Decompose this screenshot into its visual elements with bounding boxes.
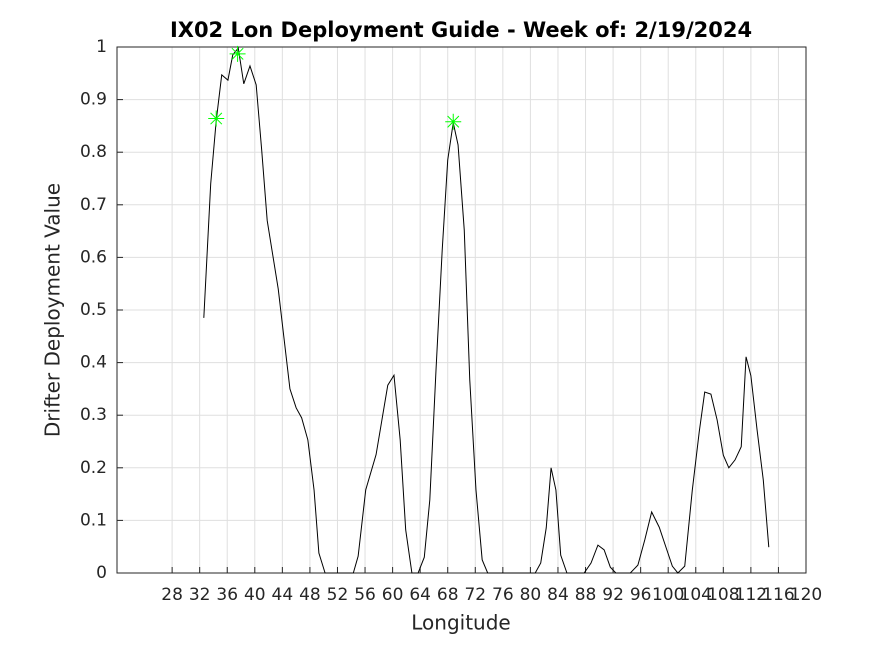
x-tick-label: 68 bbox=[437, 585, 459, 605]
x-tick-label: 92 bbox=[602, 585, 624, 605]
y-tick-label: 0.7 bbox=[80, 195, 107, 215]
x-tick-label: 52 bbox=[327, 585, 349, 605]
x-tick-label: 72 bbox=[464, 585, 486, 605]
y-tick-label: 0.2 bbox=[80, 458, 107, 478]
y-tick-label: 0.8 bbox=[80, 142, 107, 162]
y-tick-label: 0.5 bbox=[80, 300, 107, 320]
y-tick-label: 0 bbox=[96, 563, 107, 583]
y-tick-label: 0.6 bbox=[80, 247, 107, 267]
x-tick-label: 28 bbox=[161, 585, 183, 605]
y-tick-label: 0.1 bbox=[80, 510, 107, 530]
x-tick-label: 112 bbox=[735, 585, 767, 605]
x-tick-label: 84 bbox=[547, 585, 569, 605]
star-marker bbox=[208, 110, 225, 127]
axes-box bbox=[116, 46, 807, 574]
x-tick-label: 104 bbox=[680, 585, 712, 605]
x-tick-label: 64 bbox=[409, 585, 431, 605]
x-tick-label: 80 bbox=[520, 585, 542, 605]
y-tick-label: 1 bbox=[96, 37, 107, 57]
x-tick-label: 44 bbox=[272, 585, 294, 605]
y-tick-label: 0.4 bbox=[80, 353, 107, 373]
x-tick-label: 96 bbox=[630, 585, 652, 605]
x-tick-label: 60 bbox=[382, 585, 404, 605]
x-tick-label: 100 bbox=[652, 585, 684, 605]
star-marker bbox=[445, 113, 462, 130]
y-axis-label: Drifter Deployment Value bbox=[41, 183, 65, 437]
x-tick-label: 48 bbox=[299, 585, 321, 605]
x-axis-label: Longitude bbox=[411, 611, 510, 635]
data-line bbox=[203, 46, 770, 574]
chart-title: IX02 Lon Deployment Guide - Week of: 2/1… bbox=[170, 18, 752, 42]
x-tick-label: 88 bbox=[575, 585, 597, 605]
x-tick-label: 120 bbox=[790, 585, 822, 605]
x-tick-label: 36 bbox=[216, 585, 238, 605]
star-marker bbox=[229, 45, 246, 62]
x-tick-label: 116 bbox=[762, 585, 794, 605]
y-tick-label: 0.9 bbox=[80, 90, 107, 110]
y-tick-label: 0.3 bbox=[80, 405, 107, 425]
x-tick-label: 56 bbox=[354, 585, 376, 605]
x-tick-label: 32 bbox=[189, 585, 211, 605]
x-tick-label: 76 bbox=[492, 585, 514, 605]
x-tick-label: 40 bbox=[244, 585, 266, 605]
x-tick-label: 108 bbox=[707, 585, 739, 605]
